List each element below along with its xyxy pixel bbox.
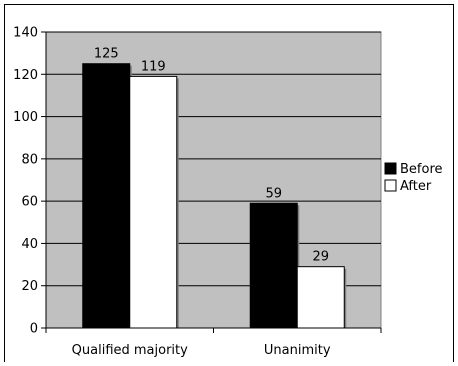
y-tick-label: 80 [21,152,38,167]
legend-swatch-before [384,162,397,175]
bar-before-1 [249,202,298,329]
bar-before-0 [82,63,131,329]
legend-label-after: After [400,179,432,194]
data-labels: 125 119 59 29 [94,47,329,265]
y-tick-label: 20 [21,279,38,294]
y-tick-label: 0 [30,322,38,337]
legend-swatch-after [384,179,397,192]
bar-after-0 [129,75,178,329]
data-label: 125 [94,47,119,62]
bar-after-1 [296,266,345,329]
data-label: 59 [265,186,282,201]
y-tick-label: 120 [13,68,38,83]
data-label: 119 [141,59,166,74]
y-tick-label: 100 [13,110,38,125]
x-tick-label: Qualified majority [72,343,188,358]
bars [82,63,347,329]
axes: 0 20 40 60 80 100 120 140 Qualified majority Unan… [13,26,382,358]
legend: Before After [384,162,443,194]
chart-frame [4,4,454,362]
x-tick-label: Unanimity [264,343,331,358]
legend-label-before: Before [400,162,443,177]
y-tick-label: 60 [21,195,38,210]
y-tick-label: 140 [13,26,38,41]
y-tick-label: 40 [21,237,38,252]
data-label: 29 [312,250,329,265]
